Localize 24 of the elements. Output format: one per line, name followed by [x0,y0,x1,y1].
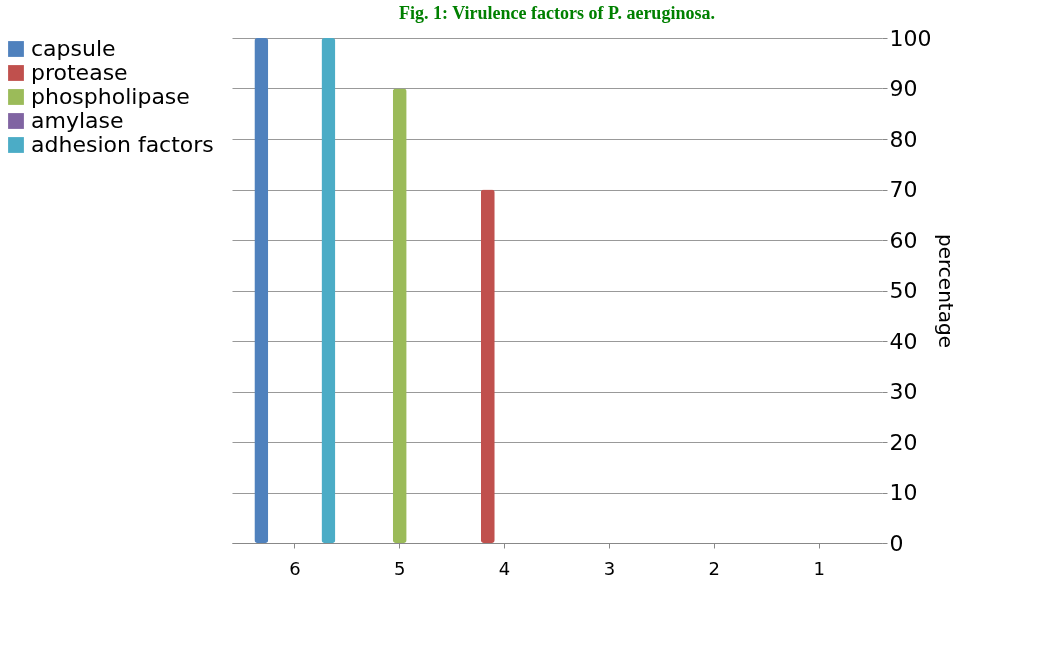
y-tick-label: 80 [889,126,918,152]
x-tick-label: 3 [603,557,616,579]
chart-title: Fig. 1: Virulence factors of P. aeruginosa. [399,3,715,23]
x-tick-label: 4 [498,557,511,579]
y-tick-label: 90 [889,76,918,101]
y-tick-label: 70 [889,177,918,202]
y-tick-label: 10 [889,480,918,505]
legend-label: amylase [31,108,124,133]
y-tick-label: 0 [889,530,904,556]
y-tick-label: 40 [889,328,918,354]
y-tick-label: 20 [889,429,918,455]
x-tick-label: 6 [289,557,301,579]
x-tick-label: 5 [394,557,406,579]
x-tick-label: 2 [708,557,720,579]
legend-label: capsule [31,36,116,61]
legend-label: phospholipase [31,84,190,109]
x-tick-label: 1 [813,557,825,579]
y-tick-label: 30 [889,379,918,404]
y-tick-label: 100 [889,25,932,51]
legend-label: adhesion factors [31,132,214,157]
y-tick-label: 60 [889,227,918,253]
y-tick-label: 50 [889,278,918,303]
y-axis-title: percentage [934,234,959,348]
legend-label: protease [31,60,128,85]
